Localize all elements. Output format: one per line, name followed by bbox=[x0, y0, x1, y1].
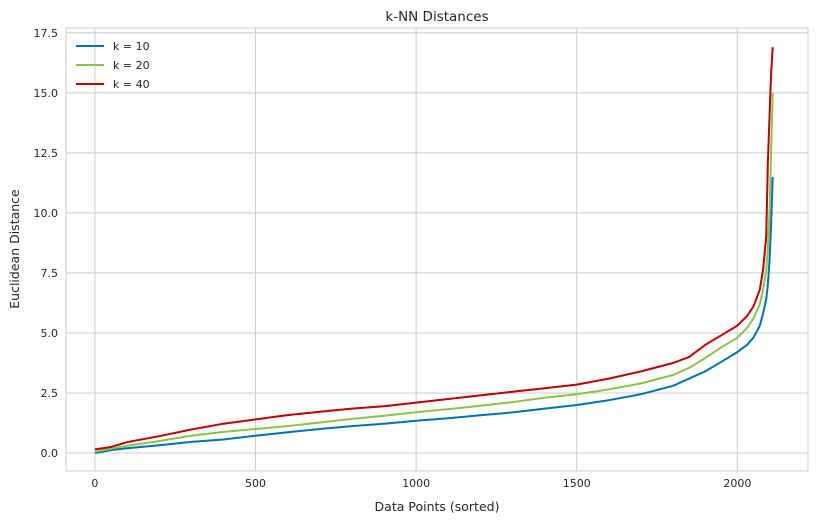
x-axis-label: Data Points (sorted) bbox=[375, 499, 500, 514]
y-tick-label: 5.0 bbox=[41, 327, 59, 340]
series-line-k40 bbox=[94, 47, 774, 451]
y-tick-label: 7.5 bbox=[41, 267, 59, 280]
y-tick-label: 10.0 bbox=[34, 207, 59, 220]
legend-label-k10: k = 10 bbox=[113, 40, 150, 53]
chart-title: k-NN Distances bbox=[385, 9, 488, 25]
y-tick-labels: 0.0 2.5 5.0 7.5 10.0 12.5 15.0 17.5 bbox=[34, 27, 59, 460]
legend-label-k20: k = 20 bbox=[113, 59, 150, 72]
y-axis-label: Euclidean Distance bbox=[7, 189, 22, 309]
legend: k = 10 k = 20 k = 40 bbox=[76, 40, 150, 91]
plot-frame bbox=[65, 27, 809, 472]
x-tick-label: 2000 bbox=[723, 477, 751, 490]
y-tick-label: 17.5 bbox=[34, 27, 59, 40]
legend-label-k40: k = 40 bbox=[113, 78, 150, 91]
grid-lines bbox=[66, 28, 808, 471]
x-tick-label: 1000 bbox=[402, 477, 430, 490]
series-line-k20 bbox=[94, 92, 774, 453]
y-tick-label: 15.0 bbox=[34, 87, 59, 100]
y-tick-label: 0.0 bbox=[41, 447, 59, 460]
series-lines bbox=[94, 47, 774, 454]
x-tick-label: 500 bbox=[245, 477, 266, 490]
series-line-k10 bbox=[94, 176, 774, 454]
y-tick-label: 2.5 bbox=[41, 387, 59, 400]
y-tick-label: 12.5 bbox=[34, 147, 59, 160]
x-tick-labels: 0 500 1000 1500 2000 bbox=[91, 477, 751, 490]
x-tick-label: 1500 bbox=[563, 477, 591, 490]
x-tick-label: 0 bbox=[91, 477, 98, 490]
